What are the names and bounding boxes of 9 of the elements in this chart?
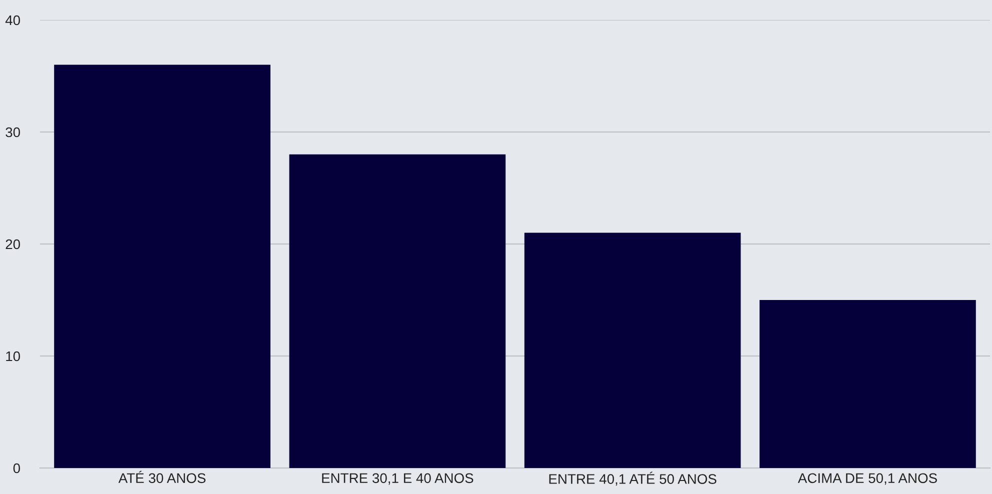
y-tick-label: 0 <box>13 463 20 474</box>
x-tick-label: ENTRE 40,1 ATÉ 50 ANOS <box>549 472 716 486</box>
y-tick-label: 10 <box>6 351 20 362</box>
y-tick-label: 40 <box>5 15 20 26</box>
y-tick-label: 20 <box>6 239 20 250</box>
x-tick-label: ACIMA DE 50,1 ANOS <box>798 473 937 485</box>
y-tick-label: 30 <box>6 127 20 138</box>
x-tick-label: ATÉ 30 ANOS <box>118 470 206 484</box>
x-tick-label: ENTRE 30,1 E 40 ANOS <box>322 473 474 485</box>
